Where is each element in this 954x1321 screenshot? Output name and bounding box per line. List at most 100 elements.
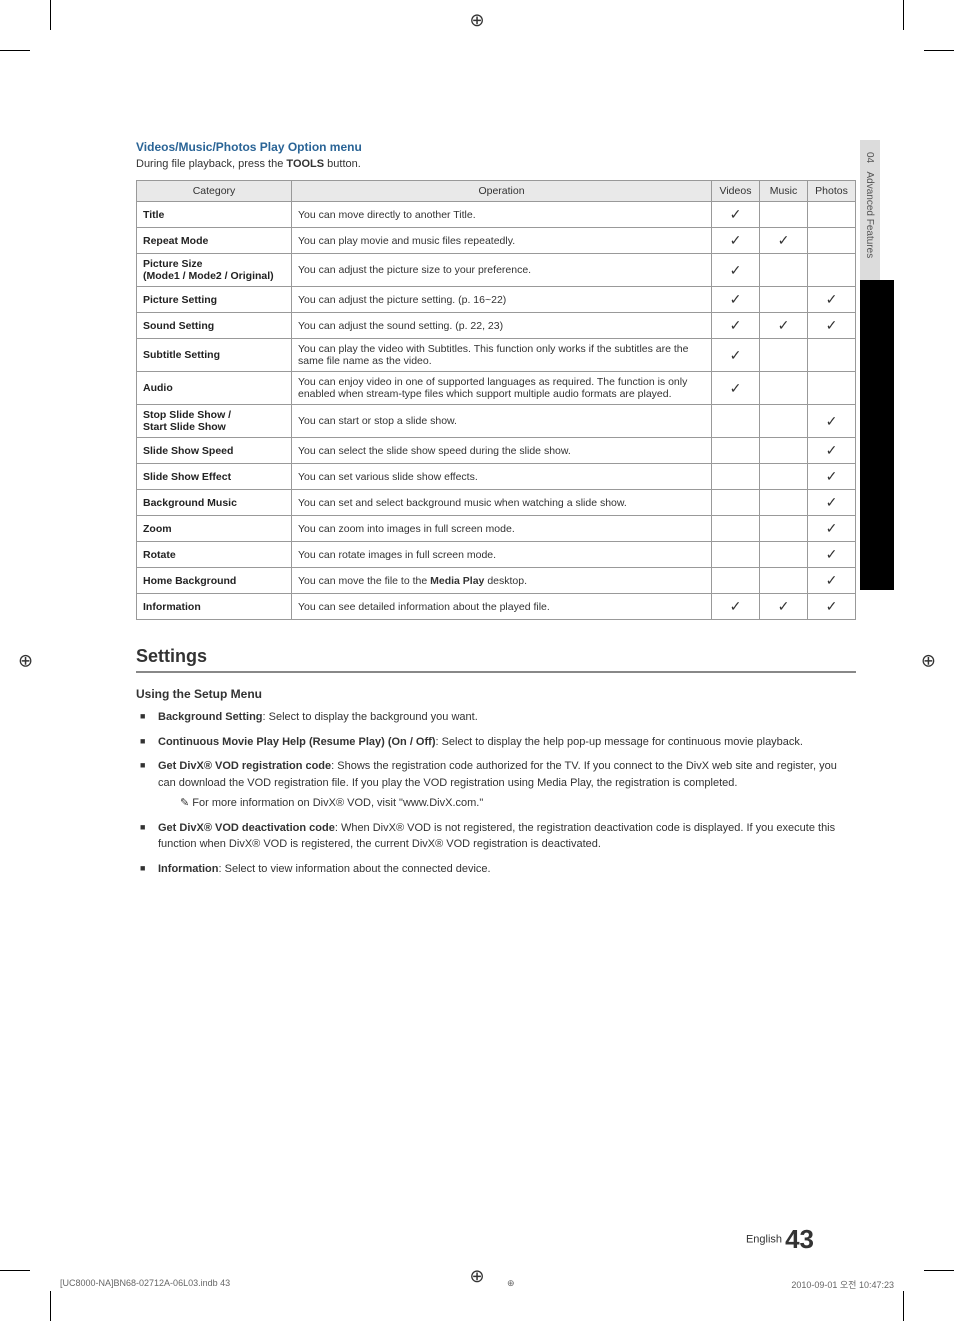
table-row: AudioYou can enjoy video in one of suppo… [137, 372, 856, 405]
cell-operation: You can select the slide show speed duri… [292, 438, 712, 464]
cell-check: ✓ [760, 313, 808, 339]
list-item: Background Setting: Select to display th… [136, 709, 856, 726]
cell-check: ✓ [808, 313, 856, 339]
cell-category: Title [137, 202, 292, 228]
table-row: RotateYou can rotate images in full scre… [137, 542, 856, 568]
cell-category: Slide Show Effect [137, 464, 292, 490]
cell-check [760, 464, 808, 490]
imprint-right: 2010-09-01 오전 10:47:23 [791, 1278, 894, 1291]
crop-mark [924, 1270, 954, 1271]
cell-check: ✓ [712, 287, 760, 313]
crop-mark [924, 50, 954, 51]
cell-category: Picture Setting [137, 287, 292, 313]
option-menu-table: Category Operation Videos Music Photos T… [136, 180, 856, 620]
imprint: [UC8000-NA]BN68-02712A-06L03.indb 43 ⊕ 2… [60, 1278, 894, 1291]
table-row: Slide Show SpeedYou can select the slide… [137, 438, 856, 464]
col-videos: Videos [712, 181, 760, 202]
cell-check [760, 405, 808, 438]
cell-check: ✓ [712, 313, 760, 339]
registration-mark-icon: ⊕ [469, 10, 484, 31]
list-item: Get DivX® VOD deactivation code: When Di… [136, 820, 856, 853]
cell-operation: You can adjust the picture setting. (p. … [292, 287, 712, 313]
cell-check [712, 516, 760, 542]
option-menu-heading: Videos/Music/Photos Play Option menu [136, 140, 856, 154]
cell-operation: You can adjust the sound setting. (p. 22… [292, 313, 712, 339]
cell-check [712, 438, 760, 464]
cell-check [712, 568, 760, 594]
cell-operation: You can play the video with Subtitles. T… [292, 339, 712, 372]
cell-operation: You can set and select background music … [292, 490, 712, 516]
cell-check: ✓ [712, 202, 760, 228]
cell-check: ✓ [712, 594, 760, 620]
cell-check [712, 464, 760, 490]
cell-check [808, 372, 856, 405]
cell-category: Audio [137, 372, 292, 405]
cell-check [760, 490, 808, 516]
table-row: Picture SettingYou can adjust the pictur… [137, 287, 856, 313]
option-menu-subheading: During file playback, press the TOOLS bu… [136, 158, 856, 170]
list-item: Information: Select to view information … [136, 861, 856, 878]
cell-check [760, 202, 808, 228]
table-row: Sound SettingYou can adjust the sound se… [137, 313, 856, 339]
col-operation: Operation [292, 181, 712, 202]
settings-heading: Settings [136, 646, 856, 673]
cell-check: ✓ [808, 516, 856, 542]
cell-check: ✓ [808, 542, 856, 568]
cell-check: ✓ [808, 568, 856, 594]
col-photos: Photos [808, 181, 856, 202]
cell-category: Picture Size(Mode1 / Mode2 / Original) [137, 254, 292, 287]
cell-operation: You can zoom into images in full screen … [292, 516, 712, 542]
cell-check [712, 542, 760, 568]
chapter-label: Advanced Features [864, 171, 875, 258]
cell-check [808, 254, 856, 287]
cell-check [760, 438, 808, 464]
table-row: Subtitle SettingYou can play the video w… [137, 339, 856, 372]
cell-check: ✓ [808, 490, 856, 516]
cell-check: ✓ [808, 594, 856, 620]
imprint-left: [UC8000-NA]BN68-02712A-06L03.indb 43 [60, 1278, 230, 1291]
cell-category: Home Background [137, 568, 292, 594]
cell-category: Background Music [137, 490, 292, 516]
list-item: Continuous Movie Play Help (Resume Play)… [136, 734, 856, 751]
cell-category: Repeat Mode [137, 228, 292, 254]
cell-check [760, 542, 808, 568]
cell-check: ✓ [808, 438, 856, 464]
chapter-number: 04 [864, 152, 875, 163]
table-row: Slide Show EffectYou can set various sli… [137, 464, 856, 490]
cell-check [712, 490, 760, 516]
cell-check [712, 405, 760, 438]
cell-category: Rotate [137, 542, 292, 568]
cell-operation: You can enjoy video in one of supported … [292, 372, 712, 405]
cell-category: Information [137, 594, 292, 620]
registration-mark-icon: ⊕ [507, 1278, 515, 1291]
cell-check [760, 372, 808, 405]
cell-check: ✓ [808, 287, 856, 313]
list-item: Get DivX® VOD registration code: Shows t… [136, 758, 856, 812]
registration-mark-icon: ⊕ [921, 650, 936, 671]
cell-check: ✓ [760, 228, 808, 254]
crop-mark [903, 0, 904, 30]
side-tab: 04 Advanced Features [860, 140, 894, 590]
cell-operation: You can see detailed information about t… [292, 594, 712, 620]
col-category: Category [137, 181, 292, 202]
cell-check [760, 568, 808, 594]
table-row: Background MusicYou can set and select b… [137, 490, 856, 516]
col-music: Music [760, 181, 808, 202]
cell-category: Stop Slide Show /Start Slide Show [137, 405, 292, 438]
cell-check: ✓ [808, 405, 856, 438]
cell-check: ✓ [712, 372, 760, 405]
cell-category: Slide Show Speed [137, 438, 292, 464]
cell-check: ✓ [760, 594, 808, 620]
cell-category: Subtitle Setting [137, 339, 292, 372]
cell-operation: You can play movie and music files repea… [292, 228, 712, 254]
cell-check [760, 254, 808, 287]
crop-mark [903, 1291, 904, 1321]
cell-check [808, 339, 856, 372]
cell-category: Zoom [137, 516, 292, 542]
page-footer: English 43 [746, 1224, 814, 1255]
registration-mark-icon: ⊕ [18, 650, 33, 671]
settings-subheading: Using the Setup Menu [136, 687, 856, 701]
cell-check [808, 202, 856, 228]
settings-list: Background Setting: Select to display th… [136, 709, 856, 877]
table-row: Stop Slide Show /Start Slide ShowYou can… [137, 405, 856, 438]
